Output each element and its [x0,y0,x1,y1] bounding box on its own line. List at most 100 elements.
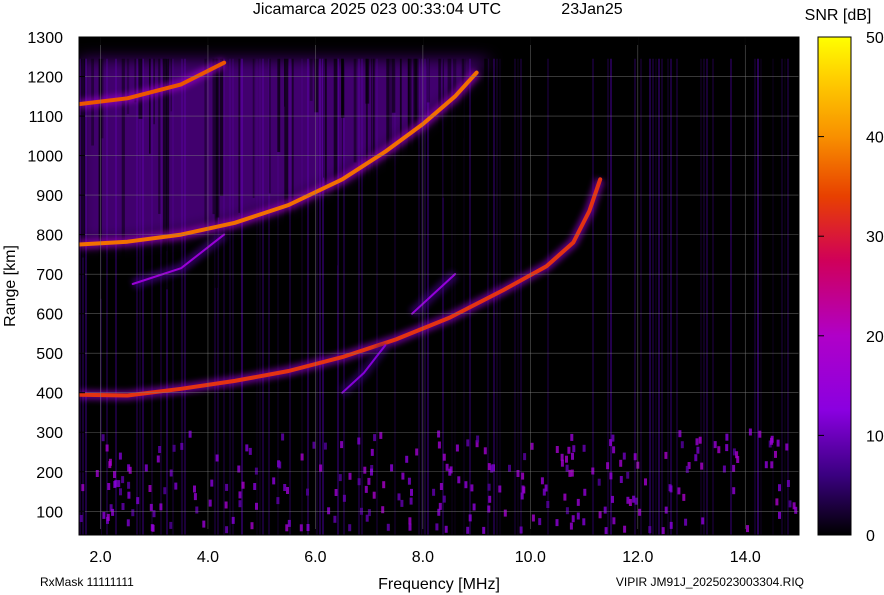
dark-streak [309,58,313,101]
clutter-mark [357,478,361,486]
noise-columns [79,58,798,535]
clutter-mark [370,468,373,476]
noise-column [787,58,789,535]
clutter-mark [127,481,131,489]
clutter-mark [338,474,342,482]
noise-column [784,58,786,535]
clutter-mark [565,507,569,515]
clutter-mark [685,465,689,473]
clutter-mark [544,484,548,492]
clutter-mark [357,437,361,445]
clutter-mark [188,430,192,438]
clutter-mark [555,519,559,527]
clutter-mark [238,491,242,499]
clutter-mark [79,515,83,522]
clutter-mark [272,477,276,485]
noise-column [217,58,219,535]
noise-column [241,58,243,535]
dark-streak [214,58,218,288]
x-tick-label: 4.0 [197,549,219,566]
y-tick-label: 100 [36,504,63,521]
clutter-mark [149,503,153,511]
clutter-mark [381,506,385,514]
clutter-mark [520,492,524,500]
dark-streak [219,58,224,196]
x-tick-label: 14.0 [730,549,761,566]
clutter-mark [546,501,550,508]
clutter-mark [106,513,110,521]
noise-column [136,58,138,535]
clutter-mark [224,501,228,509]
clutter-mark [435,523,439,531]
clutter-mark [287,519,291,527]
clutter-mark [735,451,739,459]
clutter-mark [254,467,258,475]
clutter-mark [126,519,130,527]
noise-column [634,58,636,535]
clutter-mark [669,485,673,493]
clutter-mark [521,472,525,480]
clutter-mark [400,499,404,507]
noise-column [229,58,231,535]
clutter-mark [379,431,383,439]
clutter-mark [570,433,574,441]
dark-streak [461,58,464,139]
noise-column [547,58,549,535]
clutter-mark [576,512,580,520]
clutter-mark [127,491,131,499]
clutter-mark [250,522,254,530]
clutter-mark [764,461,768,469]
dark-streak [353,58,357,163]
clutter-mark [661,527,665,535]
noise-column [442,58,444,535]
clutter-mark [231,516,235,524]
clutter-mark [113,471,116,478]
colorbar-tick-label: 30 [866,229,884,246]
dark-streak [324,58,327,279]
clutter-mark [397,493,401,501]
clutter-mark [794,506,798,514]
clutter-mark [159,503,163,511]
dark-streak [314,58,319,113]
clutter-mark [619,459,623,467]
y-tick-label: 1100 [29,109,64,126]
clutter-mark [113,481,117,488]
clutter-mark [565,455,568,463]
clutter-mark [680,441,684,449]
clutter-mark [455,444,459,452]
noise-column [607,58,609,535]
clutter-mark [572,445,576,453]
clutter-mark [121,503,125,510]
clutter-mark [483,447,487,455]
clutter-mark [698,436,702,444]
clutter-mark [437,508,441,516]
dark-streak [149,58,151,154]
clutter-mark [725,433,729,441]
noise-column [301,58,303,535]
dark-streak [391,58,396,113]
noise-column [463,58,465,535]
clutter-mark [444,525,448,533]
y-axis: 100 200 300 400 500 600 700 800 900 1000 1100 1200 1… [27,30,85,521]
clutter-mark [746,525,749,533]
dark-streak [165,58,170,290]
clutter-mark [382,481,386,489]
clutter-mark [736,456,740,463]
clutter-mark [664,506,668,514]
noise-column [754,58,756,535]
y-tick-label: 1200 [27,70,63,87]
clutter-mark [408,523,412,531]
clutter-mark [490,464,494,472]
dark-streak [268,58,271,194]
clutter-mark [386,523,390,531]
clutter-mark [312,441,316,449]
noise-column [358,58,360,535]
dark-streak [414,58,416,292]
x-tick-label: 2.0 [89,549,111,566]
dark-streak [252,58,255,199]
clutter-mark [626,496,630,504]
noise-column [757,58,759,535]
clutter-mark [623,525,627,533]
clutter-mark [225,483,229,491]
clutter-mark [582,518,586,526]
